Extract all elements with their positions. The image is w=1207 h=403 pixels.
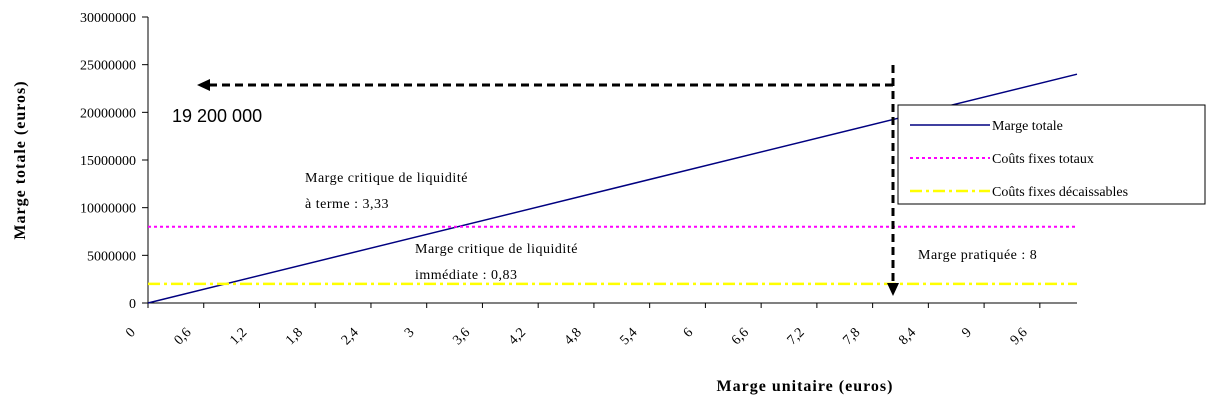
annotation: Marge pratiquée : 8 [918, 248, 1037, 263]
arrow-head [887, 283, 899, 296]
annotation: à terme : 3,33 [305, 197, 389, 212]
legend-label: Marge totale [992, 119, 1063, 134]
x-tick-label: 0,6 [172, 325, 195, 348]
legend-label: Coûts fixes décaissables [992, 185, 1128, 200]
x-tick-label: 7,8 [840, 325, 863, 348]
x-tick-label: 3 [402, 325, 418, 341]
x-tick-label: 4,2 [506, 325, 529, 348]
x-tick-label: 6 [681, 325, 697, 341]
x-tick-label: 5,4 [618, 325, 641, 348]
annotation: immédiate : 0,83 [415, 268, 517, 283]
x-tick-label: 8,4 [896, 325, 919, 348]
annotation: Marge critique de liquidité [305, 171, 468, 186]
y-tick-label: 5000000 [87, 249, 136, 264]
annotation: Marge critique de liquidité [415, 242, 578, 257]
y-axis-label: Marge totale (euros) [12, 80, 29, 239]
x-axis-label: Marge unitaire (euros) [717, 378, 894, 395]
x-tick-label: 4,8 [562, 325, 585, 348]
y-tick-label: 0 [129, 297, 136, 312]
annotation: 19 200 000 [172, 106, 262, 126]
arrow-head [197, 79, 210, 91]
legend-label: Coûts fixes totaux [992, 152, 1094, 167]
legend-box [897, 104, 1206, 205]
x-tick-label: 9 [959, 325, 975, 341]
x-tick-label: 0 [123, 325, 139, 341]
y-tick-label: 30000000 [80, 11, 136, 26]
x-tick-label: 1,2 [227, 325, 250, 348]
y-tick-label: 20000000 [80, 106, 136, 121]
y-tick-label: 25000000 [80, 59, 136, 74]
x-tick-label: 2,4 [339, 325, 362, 348]
y-tick-label: 10000000 [80, 202, 136, 217]
x-tick-label: 9,6 [1008, 325, 1031, 348]
arrows [197, 65, 899, 296]
x-tick-label: 3,6 [450, 325, 473, 348]
x-tick-label: 7,2 [785, 325, 808, 348]
y-tick-label: 15000000 [80, 154, 136, 169]
x-tick-label: 6,6 [729, 325, 752, 348]
x-tick-label: 1,8 [283, 325, 306, 348]
legend: Marge totale Coûts fixes totaux Coûts fixe… [897, 104, 1206, 205]
